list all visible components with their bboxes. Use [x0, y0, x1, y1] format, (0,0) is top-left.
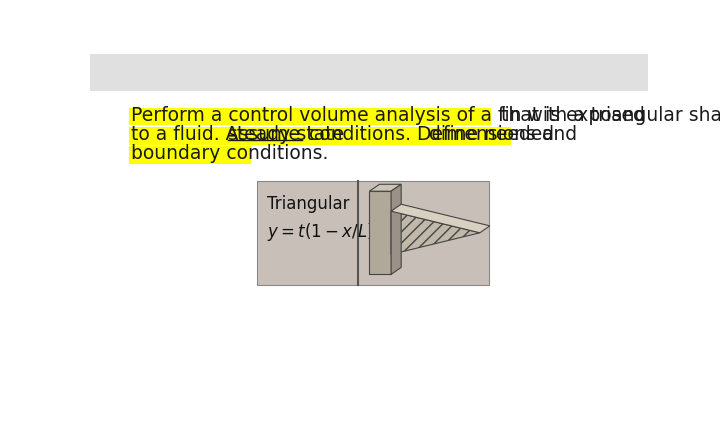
Text: conditions. Define needed: conditions. Define needed: [303, 125, 560, 144]
Polygon shape: [391, 184, 401, 274]
Text: $y = t(1-x/L)$: $y = t(1-x/L)$: [267, 221, 374, 243]
Text: boundary conditions.: boundary conditions.: [131, 144, 328, 164]
Polygon shape: [391, 211, 480, 254]
Text: Triangular: Triangular: [267, 195, 350, 213]
FancyBboxPatch shape: [129, 127, 510, 145]
Polygon shape: [369, 184, 401, 191]
Text: that is exposed: that is exposed: [495, 106, 644, 125]
Polygon shape: [391, 204, 490, 233]
Text: steady-state: steady-state: [228, 125, 345, 144]
FancyBboxPatch shape: [256, 181, 489, 285]
FancyBboxPatch shape: [129, 108, 492, 125]
FancyBboxPatch shape: [369, 191, 391, 274]
Text: to a fluid. Assume: to a fluid. Assume: [131, 125, 306, 144]
Text: dimensions and: dimensions and: [428, 125, 577, 144]
FancyBboxPatch shape: [90, 54, 648, 91]
FancyBboxPatch shape: [129, 146, 251, 164]
Text: Perform a control volume analysis of a fin with a triangular shape: Perform a control volume analysis of a f…: [131, 106, 720, 125]
